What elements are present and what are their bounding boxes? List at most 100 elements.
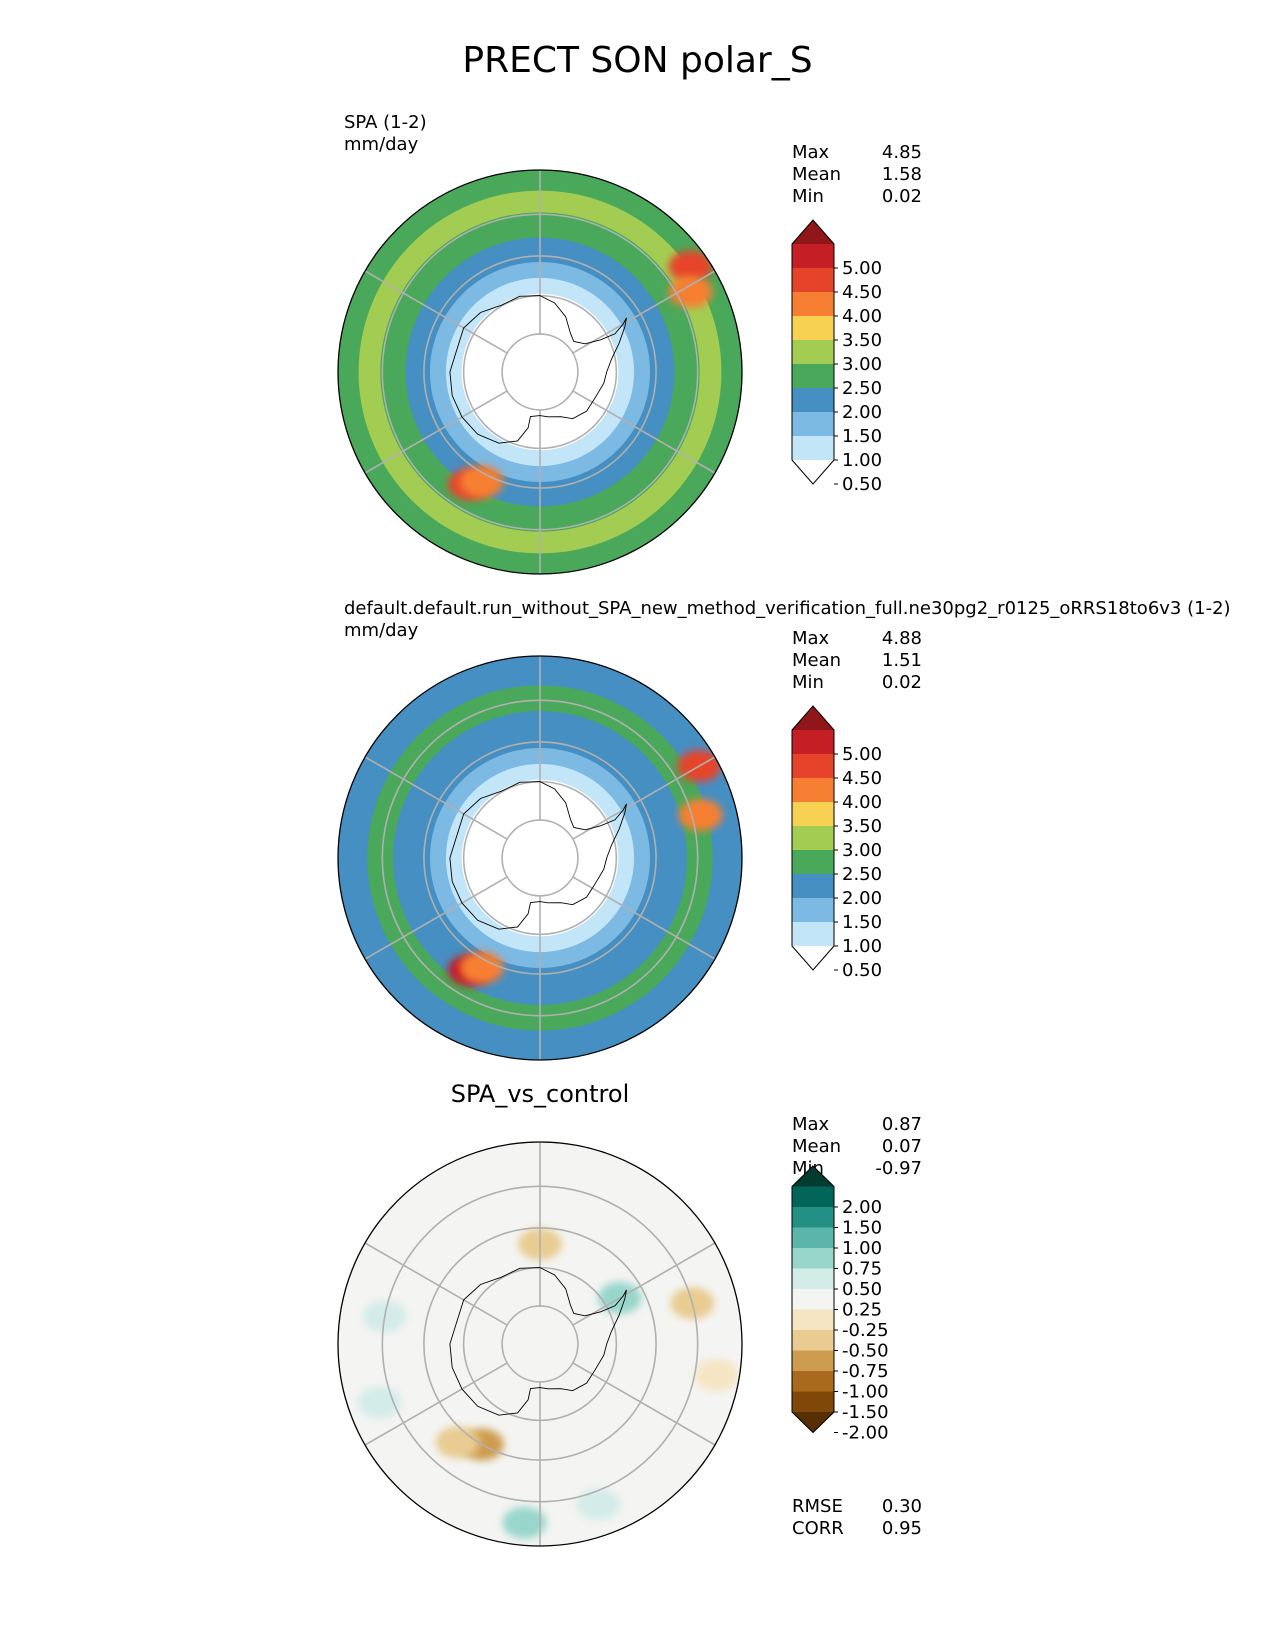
colorbar-extend-max (792, 1166, 834, 1187)
stat-label: Max (792, 628, 830, 649)
colorbar-segment (792, 316, 834, 341)
colorbar-segment (792, 1248, 834, 1269)
colorbar-tick-label: 1.50 (842, 912, 882, 933)
colorbar-tick-label: 3.50 (842, 330, 882, 351)
stat-row: Mean 1.58 (792, 164, 922, 186)
colorbar-tick-label: 1.50 (842, 426, 882, 447)
coastline (449, 295, 627, 444)
colorbar-segment (792, 754, 834, 779)
meridian-gridline (572, 270, 716, 354)
field-hotspot (694, 1359, 739, 1392)
figure-title: PRECT SON polar_S (462, 40, 813, 81)
polar-map (337, 655, 743, 1061)
stat-label: Max (792, 142, 830, 163)
meridian-gridline (364, 270, 508, 354)
colorbar-tick-label: 2.50 (842, 378, 882, 399)
colorbar-segment (792, 778, 834, 803)
stat-label: Max (792, 1114, 830, 1135)
colorbar: 5.00 4.50 4.00 3.50 3.00 2.50 2.00 1.50 1.00 0.50 (791, 705, 882, 980)
latitude-gridline (501, 819, 579, 897)
colorbar-tick-label: 4.50 (842, 282, 882, 303)
colorbar-segment (792, 826, 834, 851)
colorbar-segment (792, 1371, 834, 1392)
colorbar-tick-label: 0.50 (842, 960, 882, 980)
stat-row: Min 0.02 (792, 186, 922, 208)
stat-value: 0.07 (881, 1136, 922, 1157)
field-band (461, 293, 619, 451)
stats-block: Max 4.85 Mean 1.58 Min 0.02 (792, 142, 922, 208)
colorbar-segment (792, 802, 834, 827)
field-hotspot (502, 1506, 547, 1539)
stat-row: Mean 0.07 (792, 1136, 922, 1158)
stat-row: Max 0.87 (792, 1114, 922, 1136)
stat-value: 0.87 (881, 1114, 922, 1135)
colorbar-tick-label: 2.50 (842, 864, 882, 885)
colorbar-segment (792, 1207, 834, 1228)
stat-value: -0.97 (875, 1158, 922, 1179)
colorbar-segment (792, 1391, 834, 1413)
colorbar-segment (792, 1330, 834, 1351)
bottom-stats-block: RMSE 0.30 CORR 0.95 (792, 1496, 922, 1540)
colorbar-segment (792, 874, 834, 899)
coastline (449, 781, 627, 930)
stat-row: Max 4.88 (792, 628, 922, 650)
colorbar-tick-label: -0.50 (842, 1341, 889, 1362)
panel-title: SPA (1-2) (344, 112, 427, 133)
colorbar-tick-label: 3.00 (842, 840, 882, 861)
colorbar-segment (792, 1309, 834, 1331)
colorbar-segment (792, 730, 834, 755)
stats-block: Max 4.88 Mean 1.51 Min 0.02 (792, 628, 922, 694)
stat-label: Min (792, 186, 824, 207)
colorbar-extend-max (792, 706, 834, 730)
stat-value: 0.30 (881, 1496, 922, 1517)
colorbar-tick-label: 1.00 (842, 450, 882, 471)
meridian-gridline (364, 876, 508, 960)
field-hotspot (459, 465, 504, 498)
stats-block: Max 0.87 Mean 0.07 Min -0.97 (792, 1114, 922, 1180)
stat-value: 0.02 (881, 672, 922, 693)
colorbar-segment (792, 850, 834, 875)
colorbar-tick-label: -0.25 (842, 1320, 889, 1341)
map-border (337, 655, 743, 1061)
colorbar-segment (792, 436, 834, 461)
colorbar-tick-label: 4.50 (842, 768, 882, 789)
colorbar-tick-label: 3.00 (842, 354, 882, 375)
colorbar-tick-label: 1.00 (842, 1238, 882, 1259)
stat-label: Mean (792, 650, 842, 671)
stat-row: Mean 1.51 (792, 650, 922, 672)
stat-row: Min 0.02 (792, 672, 922, 694)
panel-center-title: SPA_vs_control (450, 1080, 630, 1108)
colorbar-segment (792, 1227, 834, 1249)
colorbar-tick-label: 5.00 (842, 744, 882, 765)
colorbar-tick-label: 1.00 (842, 936, 882, 957)
stat-value: 4.85 (881, 142, 922, 163)
stat-value: 1.58 (881, 164, 922, 185)
stat-label: Min (792, 672, 824, 693)
colorbar-extend-min (792, 1412, 834, 1433)
colorbar: 2.001.501.000.750.500.25-0.25-0.50-0.75-… (791, 1165, 889, 1443)
colorbar-extend-min (792, 460, 834, 484)
field-hotspot (357, 1386, 402, 1419)
colorbar-tick-label: 0.75 (842, 1259, 882, 1280)
stat-value: 4.88 (881, 628, 922, 649)
meridian-gridline (572, 1362, 716, 1446)
meridian-gridline (364, 756, 508, 840)
field-hotspot (668, 250, 713, 283)
field-hotspot (459, 951, 504, 984)
meridian-gridline (364, 390, 508, 474)
stat-row: CORR 0.95 (792, 1518, 922, 1540)
colorbar-segment (792, 898, 834, 923)
colorbar-segment (792, 1268, 834, 1290)
colorbar-extend-max (792, 220, 834, 244)
field-band (461, 779, 619, 937)
colorbar-tick-label: 4.00 (842, 306, 882, 327)
panel-units: mm/day (344, 134, 419, 155)
colorbar-tick-label: 0.50 (842, 474, 882, 494)
field-hotspot (576, 1488, 621, 1521)
panel-title: default.default.run_without_SPA_new_meth… (344, 598, 1231, 619)
meridian-gridline (364, 1362, 508, 1446)
stat-label: CORR (792, 1518, 844, 1539)
stat-row: RMSE 0.30 (792, 1496, 922, 1518)
colorbar-segment (792, 268, 834, 293)
polar-map (337, 169, 743, 575)
